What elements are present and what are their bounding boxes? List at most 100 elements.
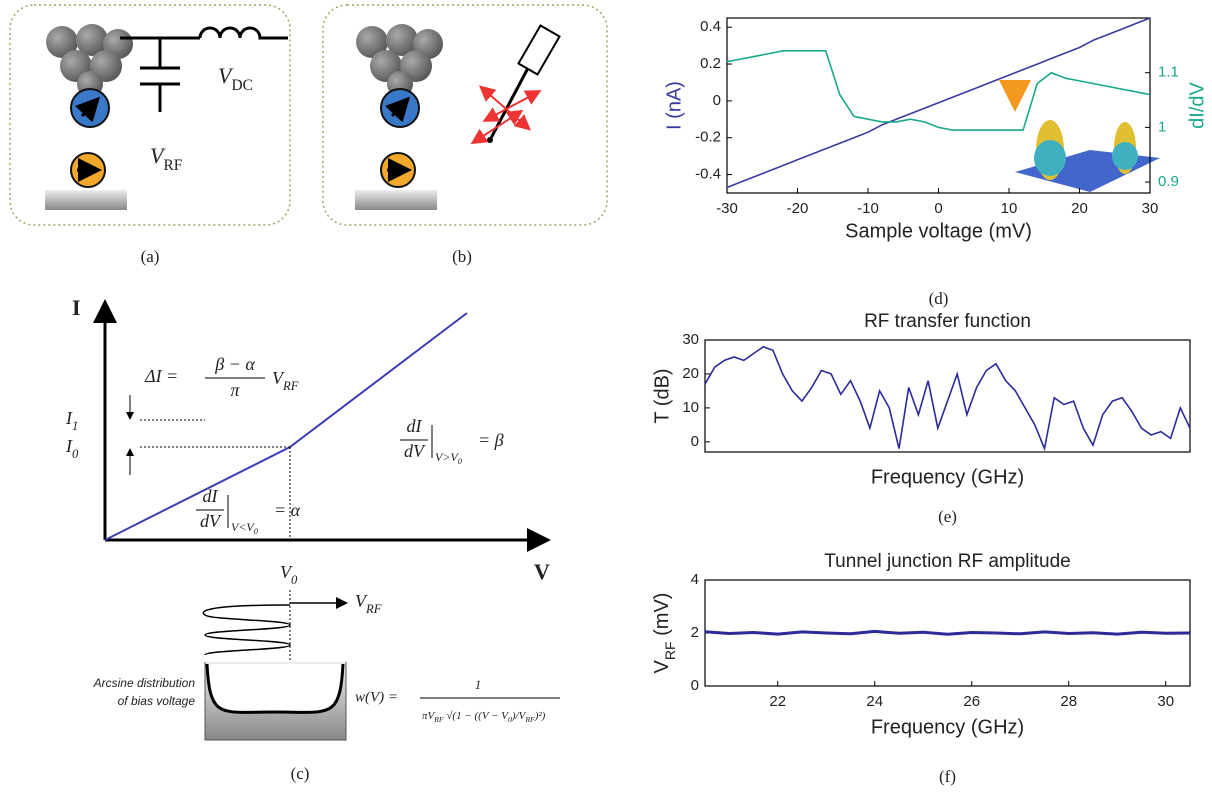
y-tick-label: -0.4 xyxy=(695,166,721,183)
label-main: V xyxy=(272,368,285,388)
x-tick-label: -10 xyxy=(857,200,879,217)
slope-high-numerator: dI xyxy=(407,416,423,436)
label-sub: 1 xyxy=(72,419,78,433)
x-tick-label: 22 xyxy=(769,693,786,710)
label-sub: RF xyxy=(365,602,382,616)
label-main: I xyxy=(65,408,73,428)
label-sub: 0 xyxy=(254,527,259,536)
label-sub: RF xyxy=(163,157,182,174)
panel-b: (b) xyxy=(322,4,608,266)
x-tick-label: 30 xyxy=(1142,200,1159,217)
label-main: V xyxy=(150,143,166,168)
y2-tick-label: 0.9 xyxy=(1158,173,1179,190)
slope-low-condition: V<V0 xyxy=(231,520,259,537)
caption: (a) xyxy=(141,247,160,266)
chart-title: RF transfer function xyxy=(864,311,1031,332)
i0-label: I0 xyxy=(65,436,79,461)
label-main: )²) xyxy=(534,710,546,722)
caption: (f) xyxy=(939,767,956,786)
slope-low-numerator: dI xyxy=(203,486,219,506)
y-tick-label: 0 xyxy=(713,92,721,109)
x-axis-label: V xyxy=(534,559,550,584)
y-tick-label: 0 xyxy=(691,677,699,694)
slope-high-denominator: dV xyxy=(404,441,426,461)
y-axis-label: T (dB) xyxy=(651,368,673,423)
v-rf-label: VRF xyxy=(355,591,382,616)
x-axis-label: Sample voltage (mV) xyxy=(845,220,1032,242)
x-tick-label: 28 xyxy=(1060,693,1077,710)
caption: (e) xyxy=(938,507,957,526)
y-tick-label: 0 xyxy=(691,433,699,450)
i1-label: I1 xyxy=(65,408,78,433)
panel-a: VDC VRF (a) xyxy=(9,4,291,266)
label-main: πV xyxy=(422,710,436,722)
y2-axis-label: dI/dV xyxy=(1186,81,1208,128)
caption: (b) xyxy=(452,247,472,266)
label-main: V xyxy=(355,591,368,611)
label-sub: DC xyxy=(231,77,252,94)
y-tick-label: 20 xyxy=(682,365,699,382)
x-axis-label: Frequency (GHz) xyxy=(871,716,1024,738)
y2-tick-label: 1 xyxy=(1158,118,1166,135)
y-tick-label: -0.2 xyxy=(695,129,721,146)
label-main: V xyxy=(218,63,234,88)
y-axis-label: I (nA) xyxy=(663,81,685,130)
label-sub: RF xyxy=(662,641,678,660)
label-sub: 0 xyxy=(291,573,298,587)
label-main: V<V xyxy=(231,520,255,534)
label-sub: RF xyxy=(282,379,299,393)
delta-i-rhs: VRF xyxy=(272,368,299,393)
label-main: V>V xyxy=(435,450,459,464)
x-tick-label: 10 xyxy=(1001,200,1018,217)
x-tick-label: 24 xyxy=(866,693,883,710)
x-tick-label: 30 xyxy=(1157,693,1174,710)
delta-i-denominator: π xyxy=(230,380,240,400)
v-rf-label: VRF xyxy=(150,143,182,174)
caption: (d) xyxy=(929,289,949,308)
label-sub: 0 xyxy=(508,715,512,724)
data-line xyxy=(704,629,1191,636)
label-main: V xyxy=(280,562,293,582)
label-main: )/V xyxy=(511,710,527,722)
w-numerator: 1 xyxy=(475,677,482,692)
label-main: I xyxy=(65,436,73,456)
x-tick-label: 26 xyxy=(963,693,980,710)
chart-title: Tunnel junction RF amplitude xyxy=(824,551,1070,572)
y-tick-label: 4 xyxy=(691,571,699,588)
v0-label: V0 xyxy=(280,562,298,587)
slope-high-rhs: = β xyxy=(478,430,504,450)
w-lhs: w(V) = xyxy=(355,689,398,705)
label-sub: 0 xyxy=(72,447,79,461)
caption: (c) xyxy=(291,764,310,783)
x-tick-label: 20 xyxy=(1071,200,1088,217)
y-tick-label: 30 xyxy=(682,331,699,348)
inset-image xyxy=(999,80,1160,192)
slope-high-condition: V>V0 xyxy=(435,450,463,467)
label-sub: 0 xyxy=(458,457,463,466)
w-denominator: πVRF √(1 − ((V − V0)/VRF)²) xyxy=(422,710,546,725)
y-axis-label: I xyxy=(72,295,81,320)
y-tick-label: 0.4 xyxy=(700,18,721,35)
y-tick-label: 10 xyxy=(682,399,699,416)
x-tick-label: -20 xyxy=(787,200,809,217)
label-sub: RF xyxy=(524,715,535,724)
label-main: √(1 − ((V − V xyxy=(444,710,510,722)
delta-i-numerator: β − α xyxy=(214,354,255,374)
panel-c: I V I1 I0 V0 ΔI = β − α π VRF dI dV V>V0… xyxy=(65,295,560,783)
arcsine-label: of bias voltage xyxy=(118,694,196,708)
y-axis-label: VRF (mV) xyxy=(651,593,677,674)
x-axis-label: Frequency (GHz) xyxy=(871,466,1024,488)
plot-frame xyxy=(704,339,1191,453)
label-main: V xyxy=(651,659,673,673)
data-line xyxy=(704,345,1191,452)
data-line xyxy=(726,17,1151,189)
data-line xyxy=(726,50,1151,131)
label-main: (mV) xyxy=(651,593,673,642)
slope-low-denominator: dV xyxy=(200,511,222,531)
y-tick-label: 2 xyxy=(691,624,699,641)
delta-i-lhs: ΔI = xyxy=(144,366,178,386)
label-sub: RF xyxy=(433,715,444,724)
arcsine-label: Arcsine distribution xyxy=(93,676,196,690)
y-tick-label: 0.2 xyxy=(700,55,721,72)
